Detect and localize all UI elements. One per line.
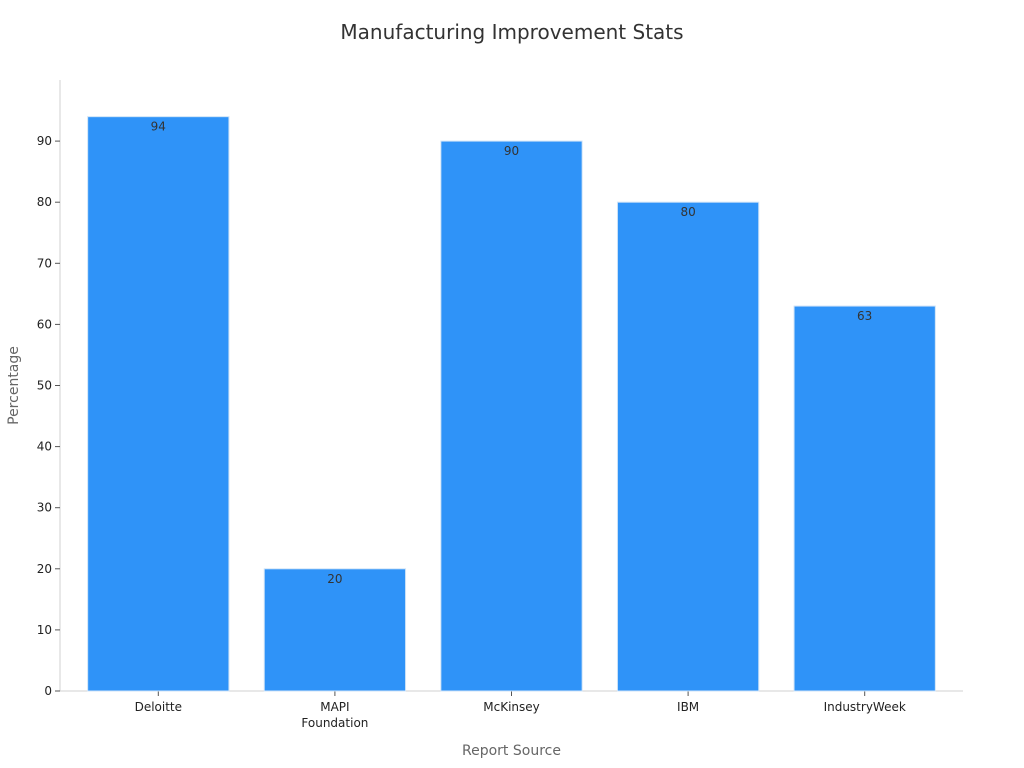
y-axis-title: Percentage [6, 346, 22, 425]
y-tick-label: 80 [37, 195, 52, 209]
x-tick-label: MAPI Foundation [301, 700, 368, 730]
y-tick-label: 0 [44, 684, 52, 698]
bar [87, 116, 230, 692]
bars [87, 116, 936, 692]
chart-title: Manufacturing Improvement Stats [340, 20, 684, 44]
bar-value-label: 90 [504, 144, 519, 158]
bar-value-label: 94 [151, 120, 166, 134]
bar-value-label: 20 [327, 572, 342, 586]
bar [616, 201, 760, 692]
data-labels: 94 20 90 80 63 [151, 120, 873, 586]
x-tick-label: McKinsey [483, 700, 540, 714]
bar [793, 305, 936, 692]
x-tick-label: Deloitte [135, 700, 182, 714]
x-tick-label: IBM [677, 700, 699, 714]
y-tick-label: 40 [37, 440, 52, 454]
y-tick-label: 10 [37, 623, 52, 637]
bar-value-label: 80 [680, 205, 695, 219]
x-axis-title: Report Source [462, 743, 561, 759]
y-tick-label: 50 [37, 379, 52, 393]
bar [440, 140, 583, 692]
x-axis: Deloitte MAPI Foundation McKinsey IBM Industr… [60, 690, 963, 730]
bar [263, 568, 407, 692]
y-axis: 0 10 20 30 40 50 60 70 80 90 [37, 80, 61, 698]
y-tick-label: 60 [37, 317, 52, 331]
y-tick-label: 30 [37, 501, 52, 515]
y-tick-label: 70 [37, 256, 52, 270]
x-tick-label: IndustryWeek [824, 700, 906, 714]
y-tick-label: 20 [37, 562, 52, 576]
y-tick-label: 90 [37, 134, 52, 148]
bar-value-label: 63 [857, 309, 872, 323]
